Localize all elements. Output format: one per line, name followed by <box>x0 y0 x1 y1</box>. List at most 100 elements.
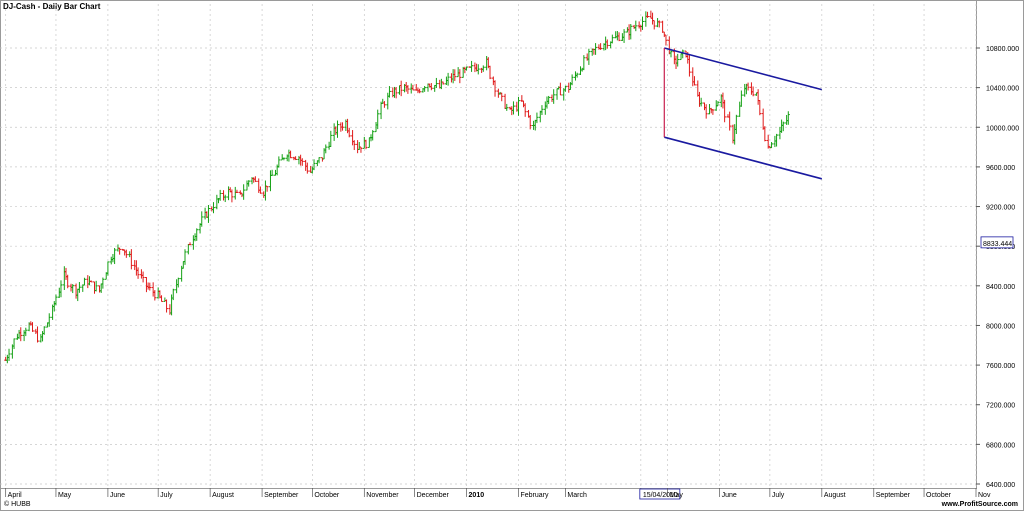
y-tick-label: 8400.000 <box>986 284 1015 291</box>
price-bar <box>728 111 732 131</box>
price-bar <box>300 158 304 166</box>
price-bar <box>681 49 685 59</box>
price-bar <box>332 123 336 141</box>
price-bar <box>210 206 214 212</box>
price-bar <box>703 102 707 111</box>
price-bar <box>441 81 445 85</box>
price-bar <box>242 184 246 200</box>
price-bar <box>522 100 526 108</box>
price-bar <box>439 78 443 90</box>
x-tick-label: Nov <box>978 492 991 499</box>
x-tick-label: 15/04/2010 <box>643 492 678 499</box>
price-bar <box>446 72 450 86</box>
price-bar <box>721 92 725 109</box>
price-bar <box>557 86 561 90</box>
price-bar <box>282 157 286 161</box>
price-bar <box>335 120 339 138</box>
price-bar <box>399 80 403 97</box>
price-bar <box>749 82 753 95</box>
current-value-box <box>980 236 1014 249</box>
price-bar <box>756 89 760 105</box>
price-bar <box>324 144 328 154</box>
price-bar <box>77 282 81 293</box>
price-bar <box>555 88 559 100</box>
price-bar <box>394 87 398 99</box>
price-bar <box>416 87 420 94</box>
price-bar <box>652 20 656 30</box>
price-bar <box>24 327 28 337</box>
price-bar <box>558 82 562 96</box>
price-bar <box>496 88 500 98</box>
price-bar <box>141 271 145 283</box>
x-tick-label: March <box>567 492 587 499</box>
price-bar <box>171 288 175 301</box>
price-bar <box>674 55 678 69</box>
price-bar <box>691 67 695 87</box>
price-bar <box>582 55 586 71</box>
price-bar <box>235 189 239 193</box>
price-bar <box>473 62 477 73</box>
x-axis: April May June July August September October No… <box>5 488 991 500</box>
price-bar <box>294 156 298 161</box>
price-bar <box>39 334 43 343</box>
price-bar <box>610 34 614 44</box>
price-bar <box>12 338 16 350</box>
price-bar <box>133 260 137 271</box>
price-bar <box>573 71 577 81</box>
price-bar <box>743 83 747 97</box>
price-bar <box>503 93 507 110</box>
x-tick-label: August <box>824 492 846 499</box>
plot-area <box>0 0 977 489</box>
price-bar <box>52 301 56 312</box>
price-bar <box>656 18 660 28</box>
y-tick-label: 8000.000 <box>986 323 1015 330</box>
price-bar <box>22 330 26 342</box>
price-bar <box>57 287 61 298</box>
price-bar <box>775 133 779 147</box>
price-bar <box>17 329 21 339</box>
price-bar <box>649 10 653 19</box>
price-bar <box>605 39 609 49</box>
price-bar <box>585 53 589 61</box>
price-bar <box>568 82 572 91</box>
price-bar <box>222 190 226 201</box>
price-bar <box>711 109 715 115</box>
price-bar <box>252 177 256 183</box>
x-tick-label: February <box>520 492 549 499</box>
x-tick-label: December <box>417 492 450 499</box>
price-bar <box>206 205 210 223</box>
price-bar <box>30 322 34 332</box>
y-tick-label: 10800.000 <box>986 46 1019 53</box>
price-bar <box>186 243 190 255</box>
price-bar <box>545 96 549 109</box>
price-bar <box>386 92 390 110</box>
price-bar <box>646 11 650 18</box>
price-bar <box>481 65 485 72</box>
channel-line-lower <box>664 136 823 180</box>
x-tick-label: June <box>722 492 737 499</box>
x-tick-label: June <box>110 492 125 499</box>
chart-title: DJ-Cash - Daily Bar Chart <box>3 2 101 11</box>
price-bar <box>411 84 415 91</box>
price-bar <box>218 189 222 201</box>
price-bar <box>426 83 430 92</box>
price-bar <box>597 44 601 50</box>
x-tick-label: November <box>366 492 399 499</box>
price-bar <box>99 283 103 293</box>
price-bar <box>123 249 127 256</box>
price-bar <box>270 169 274 176</box>
price-bar <box>697 91 701 107</box>
price-bar <box>785 114 789 125</box>
price-bar <box>463 66 467 74</box>
trend-channel <box>663 47 823 180</box>
price-bar <box>66 274 70 289</box>
price-bar <box>312 159 316 171</box>
price-bar <box>449 73 453 83</box>
footer-copyright: © HUBB <box>4 501 31 508</box>
price-bar <box>709 107 713 114</box>
y-tick-label: 7200.000 <box>986 403 1015 410</box>
y-tick-label: 10400.000 <box>986 86 1019 93</box>
price-bar <box>575 72 579 78</box>
